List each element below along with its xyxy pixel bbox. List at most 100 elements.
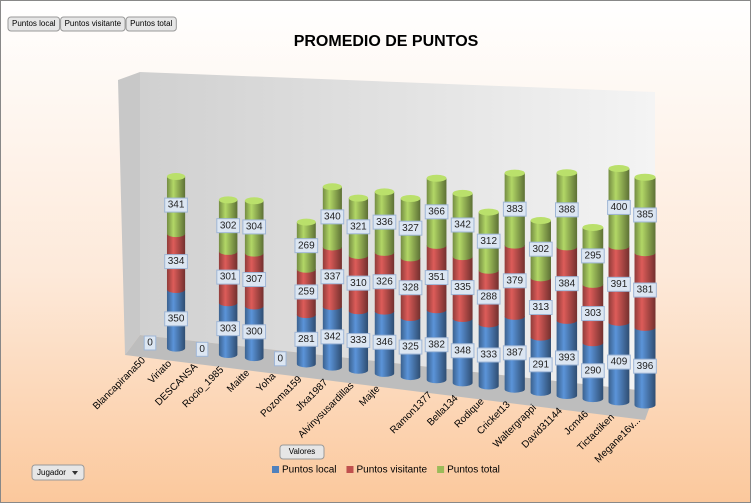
data-label-box: [502, 273, 527, 289]
data-label-box: [294, 331, 319, 347]
data-label: 333: [480, 350, 497, 361]
data-label-box: [346, 275, 371, 291]
data-label: 310: [350, 278, 367, 289]
dropdown-arrow: [72, 471, 78, 475]
data-label: 351: [428, 272, 445, 283]
data-label: 342: [324, 331, 341, 342]
field-button-label: Puntos local: [12, 19, 56, 28]
data-label: 387: [506, 347, 523, 358]
data-label-box: [242, 324, 267, 340]
data-label: 302: [220, 220, 237, 231]
cylinder-top: [608, 165, 630, 173]
field-button[interactable]: [7, 16, 61, 32]
data-label-box: [216, 218, 241, 234]
data-label: 321: [350, 221, 367, 232]
data-label: 281: [298, 334, 315, 345]
data-label-box: [320, 269, 345, 285]
data-label-box: [216, 321, 241, 337]
data-label-box: [242, 219, 267, 235]
data-label-box: [320, 329, 345, 345]
data-label: 0: [147, 338, 153, 349]
data-label-box: [346, 219, 371, 235]
data-label: 312: [480, 236, 497, 247]
data-label: 337: [324, 271, 341, 282]
values-button[interactable]: [279, 444, 325, 460]
data-label: 388: [558, 204, 575, 215]
data-label: 307: [246, 274, 263, 285]
axis-field-label: Jugador: [37, 468, 66, 477]
data-label: 335: [454, 282, 471, 293]
data-label: 290: [585, 365, 602, 376]
data-label: 366: [428, 206, 445, 217]
data-label-box: [554, 202, 579, 218]
cylinder-top: [582, 223, 604, 231]
data-label: 384: [558, 278, 575, 289]
data-label-box: [581, 306, 605, 322]
data-label-box: [320, 209, 345, 225]
data-label-box: [581, 363, 605, 379]
cylinder-top: [348, 194, 369, 202]
field-button[interactable]: [125, 16, 177, 32]
data-label-box: [164, 311, 188, 327]
data-label: 342: [454, 220, 471, 231]
data-label-box: [143, 335, 157, 351]
data-label: 385: [637, 210, 654, 221]
data-label: 346: [376, 337, 393, 348]
data-label: 304: [246, 222, 263, 233]
data-label-box: [424, 204, 449, 220]
data-label: 303: [585, 308, 602, 319]
cylinder-top: [426, 174, 447, 182]
cylinder-top: [166, 173, 186, 181]
data-label-box: [528, 241, 553, 257]
field-button[interactable]: [60, 16, 126, 32]
data-label-box: [450, 217, 475, 233]
data-label-box: [581, 248, 605, 264]
data-label: 340: [324, 212, 341, 223]
chart-title: PROMEDIO DE PUNTOS: [294, 33, 479, 50]
data-label-box: [633, 282, 657, 298]
data-label-box: [607, 276, 631, 292]
data-label-box: [424, 337, 449, 353]
data-label: 409: [611, 357, 628, 368]
data-label: 288: [480, 292, 497, 303]
cylinder-top: [452, 189, 473, 197]
cylinder-top: [634, 173, 656, 181]
data-label: 393: [558, 353, 575, 364]
data-label-box: [607, 199, 631, 215]
legend-swatch: [346, 466, 354, 473]
data-label-box: [294, 284, 319, 300]
cylinder-top: [296, 218, 316, 226]
data-label: 302: [532, 244, 549, 255]
data-label: 0: [199, 344, 205, 355]
axis-field-button[interactable]: [31, 464, 85, 481]
data-label-box: [372, 274, 397, 290]
data-label: 291: [532, 359, 549, 370]
data-label: 327: [402, 223, 419, 234]
data-label-box: [398, 339, 423, 355]
data-label-box: [528, 299, 553, 315]
cylinder-top: [218, 196, 238, 204]
data-label: 400: [611, 202, 628, 213]
cylinder-top: [400, 194, 421, 202]
data-label: 348: [454, 345, 471, 356]
data-label: 382: [428, 339, 445, 350]
cylinder-top: [530, 217, 551, 225]
data-label-box: [528, 357, 553, 373]
legend-swatch: [272, 466, 279, 473]
data-label-box: [346, 333, 371, 349]
data-label-box: [607, 354, 631, 370]
data-label: 303: [220, 323, 237, 334]
data-label: 325: [402, 342, 419, 353]
data-label-box: [502, 345, 527, 361]
back-wall: [140, 72, 655, 392]
legend-label: Puntos visitante: [356, 465, 427, 476]
data-label: 269: [298, 240, 315, 251]
values-button-label: Valores: [289, 447, 316, 456]
cylinder-top: [322, 183, 342, 191]
data-label: 313: [532, 302, 549, 313]
cylinder-top: [244, 197, 264, 205]
data-label-box: [398, 220, 423, 236]
data-label-box: [450, 280, 475, 296]
data-label-box: [372, 214, 397, 230]
data-label-box: [242, 272, 267, 288]
